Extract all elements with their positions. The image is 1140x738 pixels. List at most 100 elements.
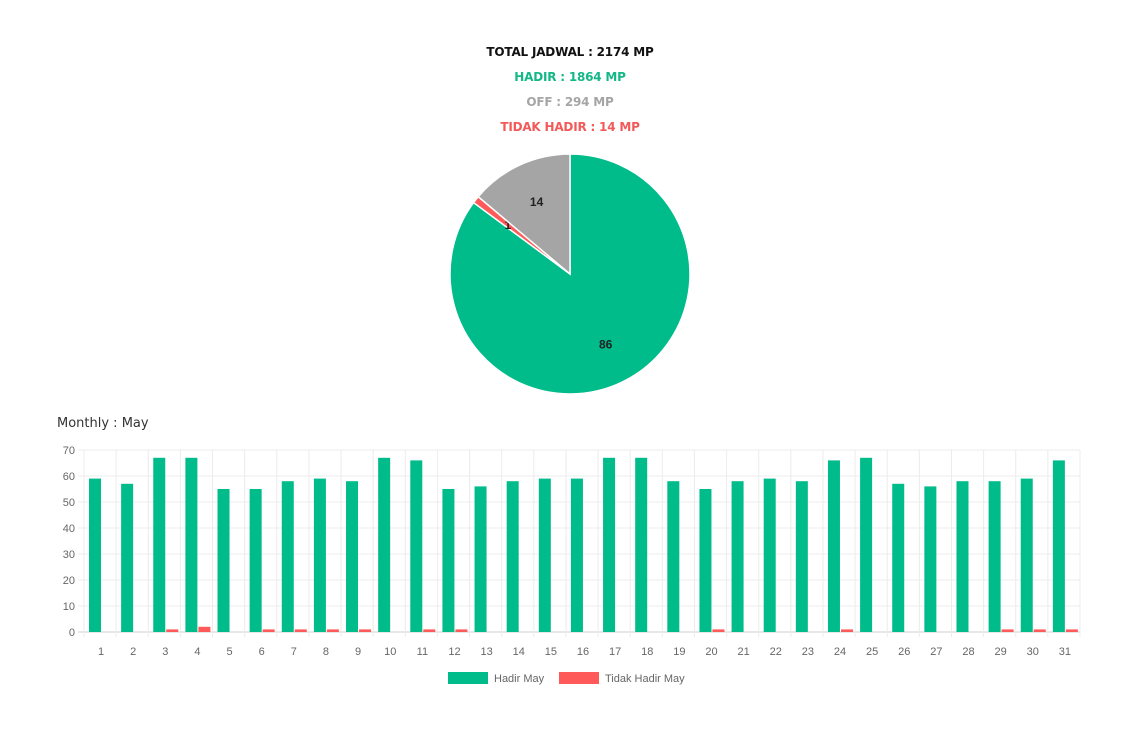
pie-slice-label: 1 bbox=[505, 218, 512, 232]
bar-hadir bbox=[378, 457, 391, 632]
total-jadwal-label: TOTAL JADWAL : 2174 MP bbox=[486, 45, 654, 59]
x-tick-label: 13 bbox=[480, 646, 492, 658]
legend-swatch bbox=[448, 672, 488, 684]
legend-item-tidak-hadir[interactable]: Tidak Hadir May bbox=[559, 672, 685, 685]
bar-hadir bbox=[410, 460, 423, 632]
bar-hadir bbox=[988, 481, 1001, 632]
x-tick-label: 27 bbox=[930, 646, 942, 658]
off-label: OFF : 294 MP bbox=[526, 95, 614, 109]
x-tick-label: 11 bbox=[417, 646, 428, 658]
bar-hadir bbox=[603, 457, 616, 632]
bar-hadir bbox=[699, 489, 712, 632]
x-tick-label: 1 bbox=[98, 646, 104, 658]
x-tick-label: 4 bbox=[194, 646, 200, 658]
x-tick-label: 17 bbox=[609, 646, 621, 658]
bar-hadir bbox=[538, 478, 551, 632]
y-tick-label: 0 bbox=[69, 627, 75, 639]
bar-hadir bbox=[442, 489, 455, 632]
bar-tidak-hadir bbox=[262, 629, 275, 632]
x-tick-label: 14 bbox=[513, 646, 525, 658]
pie-slice-label: 86 bbox=[599, 338, 613, 352]
bar-tidak-hadir bbox=[198, 626, 211, 632]
y-tick-label: 10 bbox=[63, 601, 75, 613]
bar-hadir bbox=[153, 457, 166, 632]
bar-tidak-hadir bbox=[840, 629, 853, 632]
bar-hadir bbox=[892, 483, 905, 632]
y-tick-label: 50 bbox=[63, 497, 75, 509]
summary-block: TOTAL JADWAL : 2174 MP HADIR : 1864 MP O… bbox=[0, 40, 1140, 140]
x-tick-label: 21 bbox=[738, 646, 750, 658]
bar-hadir bbox=[474, 486, 487, 632]
x-tick-label: 31 bbox=[1059, 646, 1071, 658]
bar-hadir bbox=[827, 460, 840, 632]
bar-tidak-hadir bbox=[1033, 629, 1046, 632]
bar-hadir bbox=[185, 457, 198, 632]
pie-slice-14 bbox=[477, 153, 571, 276]
attendance-pie-chart: 86 1 14 bbox=[449, 153, 691, 395]
bar-hadir bbox=[346, 481, 359, 632]
bar-tidak-hadir bbox=[326, 629, 339, 632]
x-tick-label: 15 bbox=[545, 646, 557, 658]
y-tick-label: 40 bbox=[63, 523, 75, 535]
bar-hadir bbox=[924, 486, 937, 632]
x-tick-label: 18 bbox=[641, 646, 653, 658]
x-tick-label: 20 bbox=[705, 646, 717, 658]
x-tick-label: 22 bbox=[770, 646, 782, 658]
x-tick-label: 7 bbox=[291, 646, 297, 658]
bar-hadir bbox=[121, 483, 134, 632]
bar-hadir bbox=[1052, 460, 1065, 632]
bar-tidak-hadir bbox=[423, 629, 436, 632]
bar-hadir bbox=[731, 481, 744, 632]
x-tick-label: 16 bbox=[577, 646, 589, 658]
bar-tidak-hadir bbox=[712, 629, 725, 632]
hadir-label: HADIR : 1864 MP bbox=[514, 70, 626, 84]
bar-hadir bbox=[281, 481, 294, 632]
y-tick-label: 20 bbox=[63, 575, 75, 587]
x-tick-label: 30 bbox=[1027, 646, 1039, 658]
x-tick-label: 6 bbox=[259, 646, 265, 658]
x-tick-label: 28 bbox=[962, 646, 974, 658]
bar-hadir bbox=[89, 478, 101, 632]
bar-hadir bbox=[249, 489, 262, 632]
bar-hadir bbox=[635, 457, 648, 632]
x-tick-label: 2 bbox=[130, 646, 136, 658]
x-tick-label: 24 bbox=[834, 646, 846, 658]
bar-hadir bbox=[763, 478, 776, 632]
legend-swatch bbox=[559, 672, 599, 684]
legend-item-hadir[interactable]: Hadir May bbox=[448, 672, 545, 685]
legend-label: Hadir May bbox=[494, 673, 545, 685]
bar-hadir bbox=[506, 481, 519, 632]
x-tick-label: 29 bbox=[995, 646, 1007, 658]
x-tick-label: 8 bbox=[323, 646, 329, 658]
x-tick-label: 26 bbox=[898, 646, 910, 658]
bar-tidak-hadir bbox=[359, 629, 372, 632]
x-tick-label: 5 bbox=[227, 646, 233, 658]
bar-hadir bbox=[1020, 478, 1033, 632]
y-tick-label: 70 bbox=[63, 445, 75, 457]
bar-hadir bbox=[217, 489, 230, 632]
bar-hadir bbox=[795, 481, 808, 632]
bar-hadir bbox=[313, 478, 326, 632]
bar-hadir bbox=[667, 481, 680, 632]
y-tick-label: 30 bbox=[63, 549, 75, 561]
bar-hadir bbox=[570, 478, 583, 632]
legend-label: Tidak Hadir May bbox=[605, 673, 685, 685]
y-tick-label: 60 bbox=[63, 471, 75, 483]
bar-hadir bbox=[956, 481, 969, 632]
bar-tidak-hadir bbox=[1001, 629, 1014, 632]
bar-tidak-hadir bbox=[166, 629, 179, 632]
pie-slice-label: 14 bbox=[530, 195, 544, 209]
tidak-hadir-label: TIDAK HADIR : 14 MP bbox=[500, 120, 640, 134]
bar-tidak-hadir bbox=[1065, 629, 1078, 632]
x-tick-label: 19 bbox=[673, 646, 685, 658]
x-tick-label: 23 bbox=[802, 646, 814, 658]
x-tick-label: 25 bbox=[866, 646, 878, 658]
monthly-title: Monthly : May bbox=[57, 416, 149, 431]
bar-tidak-hadir bbox=[455, 629, 468, 632]
bar-hadir bbox=[860, 457, 873, 632]
x-tick-label: 3 bbox=[162, 646, 168, 658]
x-tick-label: 9 bbox=[355, 646, 361, 658]
x-tick-label: 10 bbox=[384, 646, 396, 658]
bar-tidak-hadir bbox=[294, 629, 307, 632]
